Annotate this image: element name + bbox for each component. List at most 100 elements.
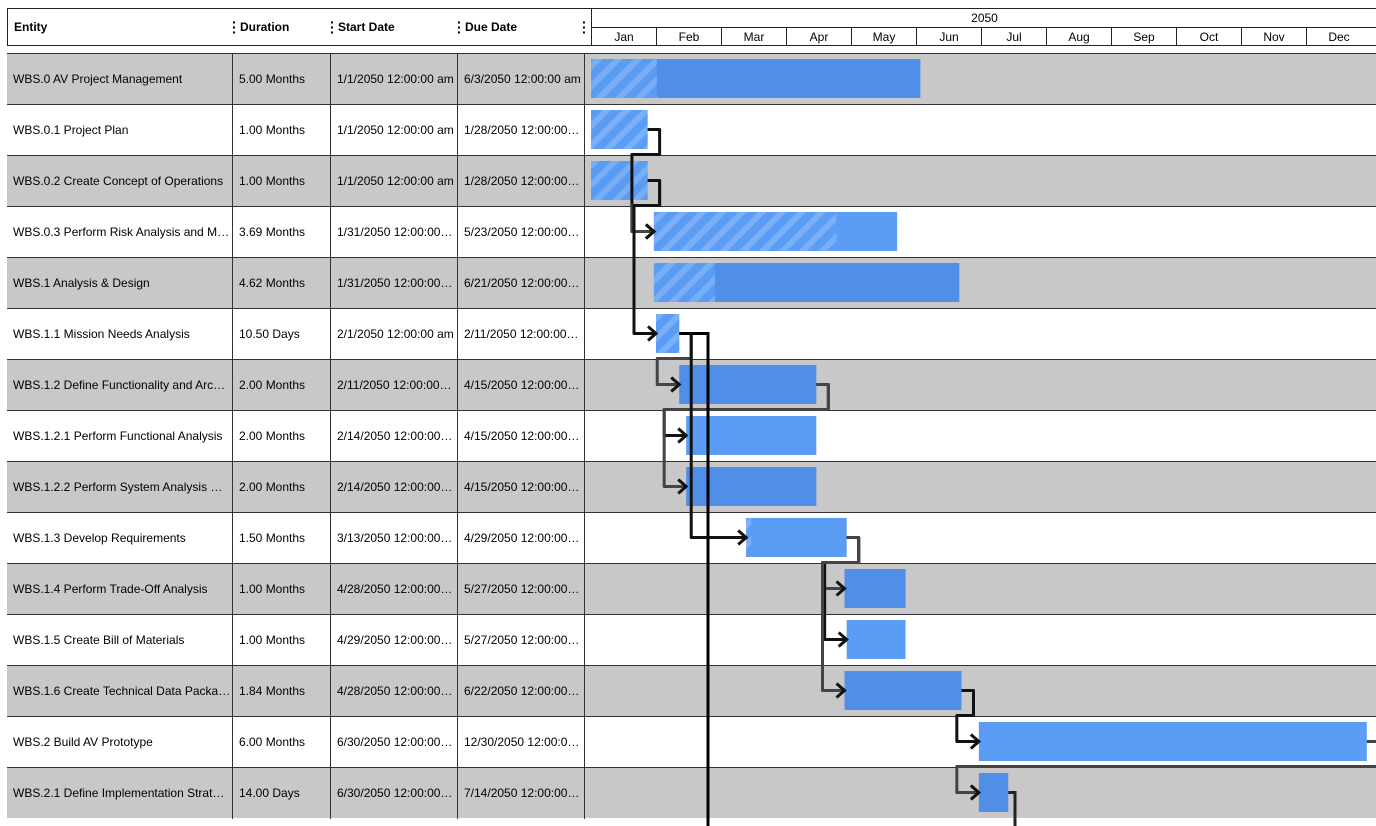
dependency-arrow-icon [670,376,682,393]
dependency-arrow-icon [969,784,982,801]
cell-due: 2/11/2050 12:00:00… [458,309,585,360]
column-resize-handle-icon[interactable]: · · · [232,14,237,40]
dependency-arrow-icon [969,733,982,750]
column-resize-handle-icon[interactable]: · · · [457,14,462,40]
column-header-duration[interactable]: Duration [240,20,290,34]
table-row[interactable]: WBS.0.3 Perform Risk Analysis and M… 3.69… [7,206,1376,258]
gantt-bar-progress [746,518,752,557]
cell-start: 6/30/2050 12:00:00… [331,717,458,768]
cell-duration: 4.62 Months [233,258,331,309]
table-row[interactable]: WBS.1.4 Perform Trade-Off Analysis 1.00 M… [7,563,1376,615]
gantt-bar[interactable] [686,467,817,506]
dependency-link[interactable] [955,740,1376,794]
gantt-bar[interactable] [653,212,898,251]
gantt-bar[interactable] [679,365,817,404]
cell-duration: 1.00 Months [233,156,331,207]
gantt-bar[interactable] [591,110,648,149]
cell-start: 4/28/2050 12:00:00… [331,564,458,615]
cell-start: 1/31/2050 12:00:00… [331,207,458,258]
cell-duration: 1.00 Months [233,105,331,156]
cell-start: 1/1/2050 12:00:00 am [331,105,458,156]
gantt-bar[interactable] [653,263,960,302]
cell-entity: WBS.1.2.2 Perform System Analysis … [7,462,233,513]
cell-start: 4/29/2050 12:00:00… [331,615,458,666]
gantt-bar[interactable] [746,518,847,557]
cell-due: 4/15/2050 12:00:00… [458,360,585,411]
cell-start: 4/28/2050 12:00:00… [331,666,458,717]
grid-header: Entity · · · Duration · · · Start Date · · · D… [7,8,1376,46]
cell-entity: WBS.0.3 Perform Risk Analysis and M… [7,207,233,258]
cell-due: 6/21/2050 12:00:00… [458,258,585,309]
gantt-bar[interactable] [591,59,921,98]
cell-entity: WBS.2.1 Define Implementation Strat… [7,768,233,819]
dependency-arrow-icon [644,223,657,240]
gantt-bar-progress [653,263,715,302]
gantt-bar[interactable] [844,671,962,710]
cell-start: 2/14/2050 12:00:00… [331,462,458,513]
gantt-bar-fill [686,416,817,455]
timeline-month-feb: Feb [656,28,721,45]
gantt-bar-progress [591,161,648,200]
cell-due: 4/15/2050 12:00:00… [458,411,585,462]
timeline-month-may: May [851,28,916,45]
table-row[interactable]: WBS.2 Build AV Prototype 6.00 Months 6/30/… [7,716,1376,768]
cell-entity: WBS.1.2 Define Functionality and Arc… [7,360,233,411]
table-row[interactable]: WBS.1.1 Mission Needs Analysis 10.50 Days… [7,308,1376,360]
gantt-bar-progress [653,212,837,251]
timeline-month-oct: Oct [1176,28,1241,45]
cell-duration: 6.00 Months [233,717,331,768]
column-resize-handle-icon[interactable]: · · · [582,14,587,40]
timeline-month-nov: Nov [1241,28,1306,45]
dependency-arrow-icon [677,478,689,495]
cell-start: 1/1/2050 12:00:00 am [331,156,458,207]
dependency-link[interactable] [662,383,830,488]
timeline-month-apr: Apr [786,28,851,45]
dependency-link[interactable] [632,179,662,335]
cell-start: 1/1/2050 12:00:00 am [331,54,458,105]
cell-start: 2/11/2050 12:00:00… [331,360,458,411]
cell-duration: 14.00 Days [233,768,331,819]
timeline-month-aug: Aug [1046,28,1111,45]
gantt-bar[interactable] [656,314,680,353]
table-row[interactable]: WBS.2.1 Define Implementation Strat… 14.0… [7,767,1376,819]
cell-duration: 10.50 Days [233,309,331,360]
gantt-bar-fill [844,569,906,608]
cell-due: 5/27/2050 12:00:00… [458,564,585,615]
gantt-bar[interactable] [978,773,1009,812]
column-header-start-date[interactable]: Start Date [338,20,395,34]
cell-due: 1/28/2050 12:00:00… [458,156,585,207]
cell-duration: 2.00 Months [233,360,331,411]
gantt-bar[interactable] [591,161,648,200]
cell-start: 6/30/2050 12:00:00… [331,768,458,819]
column-header-due-date[interactable]: Due Date [465,20,518,34]
gantt-bar[interactable] [844,569,906,608]
dependency-link[interactable] [1008,791,1017,826]
table-row[interactable]: WBS.0.1 Project Plan 1.00 Months 1/1/2050 … [7,104,1376,156]
dependency-link[interactable] [821,536,861,692]
table-row[interactable]: WBS.1.5 Create Bill of Materials 1.00 Mon… [7,614,1376,666]
table-row[interactable]: WBS.0.2 Create Concept of Operations 1.00… [7,155,1376,207]
cell-entity: WBS.1.3 Develop Requirements [7,513,233,564]
cell-duration: 3.69 Months [233,207,331,258]
gantt-bar-progress [591,110,648,149]
dependency-link[interactable] [955,689,979,743]
cell-due: 12/30/2050 12:00:0… [458,717,585,768]
gantt-bar[interactable] [686,416,817,455]
dependency-link[interactable] [679,332,710,826]
gantt-bar-fill [978,773,1009,812]
column-header-entity[interactable]: Entity [14,20,48,34]
cell-due: 6/22/2050 12:00:00… [458,666,585,717]
timeline-month-jul: Jul [981,28,1046,45]
cell-duration: 1.84 Months [233,666,331,717]
dependency-arrow-icon [677,427,689,444]
table-row[interactable]: WBS.1.6 Create Technical Data Packa… 1.84… [7,665,1376,717]
cell-due: 5/23/2050 12:00:00… [458,207,585,258]
column-resize-handle-icon[interactable]: · · · [330,14,335,40]
cell-due: 4/29/2050 12:00:00… [458,513,585,564]
gantt-bar[interactable] [978,722,1367,761]
cell-duration: 2.00 Months [233,462,331,513]
cell-due: 1/28/2050 12:00:00… [458,105,585,156]
cell-duration: 5.00 Months [233,54,331,105]
gantt-bar[interactable] [846,620,906,659]
